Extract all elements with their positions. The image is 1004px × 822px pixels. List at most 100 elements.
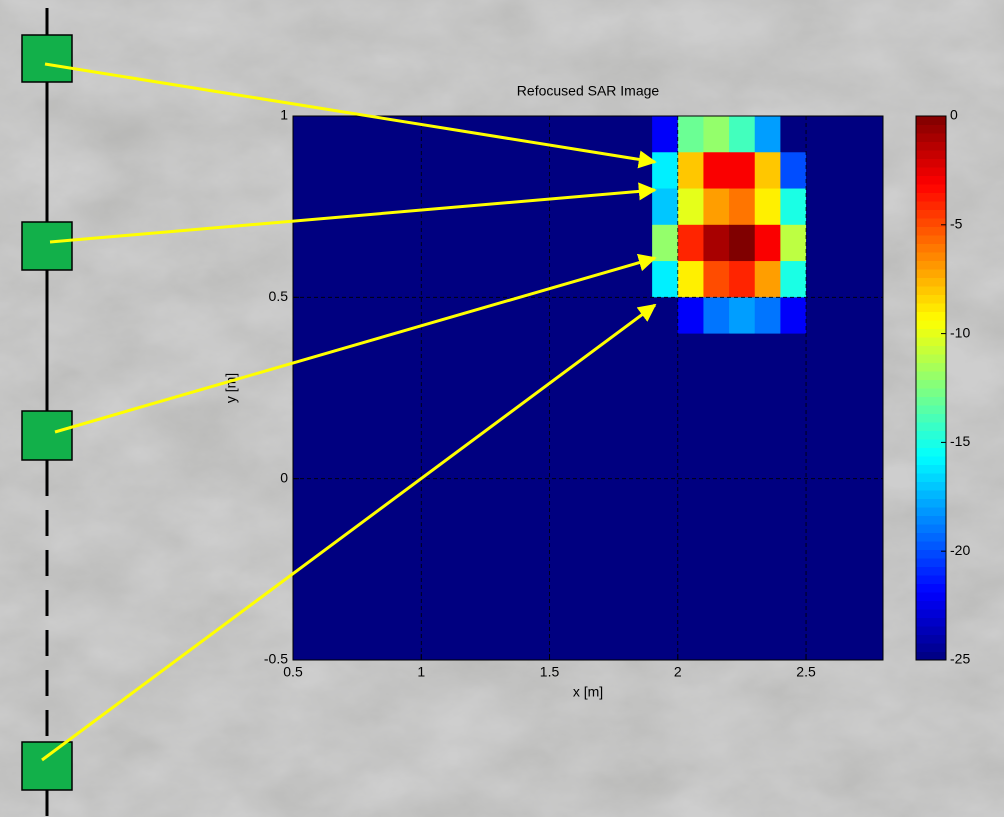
heat-cell xyxy=(575,623,602,661)
heat-cell xyxy=(703,587,730,625)
heat-cell xyxy=(857,261,884,298)
heat-cell xyxy=(293,116,320,153)
y-tick-label: 0.5 xyxy=(269,288,289,304)
heat-cell xyxy=(754,442,781,480)
colorbar-swatch xyxy=(916,226,946,236)
colorbar-swatch xyxy=(916,303,946,312)
heat-cell xyxy=(831,406,858,443)
colorbar-tick-label: -5 xyxy=(950,216,963,232)
plot: 0.5 1 1.5 2 2.5 -0.5 0 0.5 1 Refocused SAR Image x… xyxy=(223,83,971,700)
heat-cell xyxy=(318,297,345,335)
colorbar-swatch xyxy=(916,133,946,142)
heat-cell xyxy=(344,587,371,625)
heat-cell xyxy=(446,406,474,443)
heat-cell xyxy=(857,188,884,226)
heat-cell xyxy=(395,623,422,661)
heat-cell xyxy=(523,514,551,552)
colorbar-swatch xyxy=(916,532,946,542)
heat-cell xyxy=(523,478,551,516)
heat-cell xyxy=(293,406,320,443)
heat-cell xyxy=(600,587,627,625)
heat-cell xyxy=(831,478,858,516)
colorbar-swatch xyxy=(916,473,946,482)
heat-cell xyxy=(575,297,602,335)
heat-cell xyxy=(703,261,730,298)
heat-cell xyxy=(293,514,320,552)
heat-cell xyxy=(575,333,602,371)
chart-title: Refocused SAR Image xyxy=(517,83,660,99)
colorbar-swatch xyxy=(916,549,946,559)
x-tick-label: 2.5 xyxy=(796,664,816,680)
heat-cell xyxy=(652,116,679,153)
plot-frame xyxy=(292,115,884,661)
heat-cell xyxy=(677,152,704,190)
heat-cell xyxy=(729,406,756,443)
heat-cell xyxy=(523,551,551,588)
heat-cell xyxy=(780,152,807,190)
heat-cell xyxy=(652,369,679,407)
heat-cell xyxy=(600,514,627,552)
heat-cell xyxy=(754,623,781,661)
heat-cell xyxy=(677,116,704,153)
colorbar-swatch xyxy=(916,362,946,372)
heat-cell xyxy=(498,514,525,552)
x-tick-label: 1.5 xyxy=(540,664,560,680)
heat-cell xyxy=(652,587,679,625)
colorbar-tick-label: 0 xyxy=(950,107,958,123)
heat-cell xyxy=(831,442,858,480)
heat-cell xyxy=(677,333,704,371)
heat-cell xyxy=(754,478,781,516)
heat-cell xyxy=(472,224,499,262)
heat-cell xyxy=(780,224,807,262)
heat-cell xyxy=(395,551,422,588)
heat-cell xyxy=(318,478,345,516)
heat-cell xyxy=(780,551,807,588)
heat-cell xyxy=(754,297,781,335)
heat-cell xyxy=(575,551,602,588)
x-tick-label: 0.5 xyxy=(283,664,303,680)
heat-cell xyxy=(472,152,499,190)
heat-cell xyxy=(831,587,858,625)
heat-cell xyxy=(575,514,602,552)
heat-cell xyxy=(446,514,474,552)
heat-cell xyxy=(421,333,448,371)
heat-cell xyxy=(446,478,474,516)
heat-cell xyxy=(703,478,730,516)
heat-cell xyxy=(369,116,397,153)
colorbar-tick-label: -25 xyxy=(950,651,970,667)
heat-cell xyxy=(626,369,653,407)
heat-cell xyxy=(729,188,756,226)
heat-cell xyxy=(369,297,397,335)
heat-cell xyxy=(421,514,448,552)
heat-cell xyxy=(677,587,704,625)
heat-cell xyxy=(369,551,397,588)
heat-cell xyxy=(549,406,576,443)
heat-cell xyxy=(831,116,858,153)
heat-cell xyxy=(344,116,371,153)
colorbar-swatch xyxy=(916,124,946,134)
heat-cell xyxy=(600,116,627,153)
y-tick-label: 1 xyxy=(280,107,288,123)
heat-cell xyxy=(729,369,756,407)
colorbar-swatch xyxy=(916,201,946,210)
heat-cell xyxy=(600,442,627,480)
heat-cell xyxy=(369,623,397,661)
colorbar-swatch xyxy=(916,269,946,278)
heat-cell xyxy=(703,369,730,407)
heat-cell xyxy=(421,261,448,298)
heat-cell xyxy=(318,152,345,190)
colorbar-tick-label: -10 xyxy=(950,324,970,340)
heat-cell xyxy=(729,333,756,371)
heat-cell xyxy=(549,551,576,588)
heat-cell xyxy=(626,116,653,153)
arrow xyxy=(54,253,657,434)
heat-cell xyxy=(652,333,679,371)
heat-cell xyxy=(780,261,807,298)
colorbar-swatch xyxy=(916,371,946,380)
y-tick-label: 0 xyxy=(280,469,288,485)
colorbar-swatch xyxy=(916,481,946,491)
colorbar-swatch xyxy=(916,277,946,287)
heat-cell xyxy=(369,369,397,407)
heat-cell xyxy=(806,261,833,298)
